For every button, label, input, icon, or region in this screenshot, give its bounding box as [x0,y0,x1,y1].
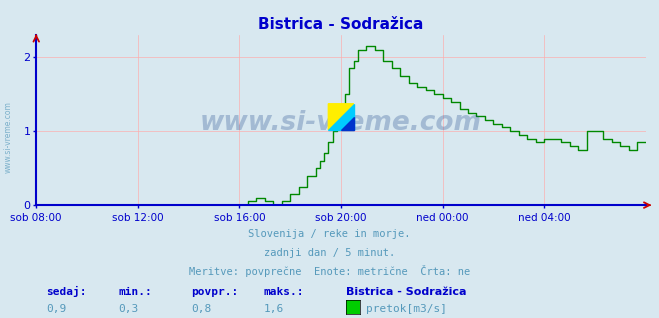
Text: 0,9: 0,9 [46,304,67,314]
Polygon shape [328,104,354,130]
Text: www.si-vreme.com: www.si-vreme.com [200,110,482,136]
Text: Meritve: povprečne  Enote: metrične  Črta: ne: Meritve: povprečne Enote: metrične Črta:… [189,265,470,277]
Text: min.:: min.: [119,287,152,297]
Polygon shape [328,104,354,130]
Text: Slovenija / reke in morje.: Slovenija / reke in morje. [248,229,411,239]
Text: 0,8: 0,8 [191,304,212,314]
Text: Bistrica - Sodražica: Bistrica - Sodražica [346,287,467,297]
Polygon shape [341,117,354,130]
Text: 0,3: 0,3 [119,304,139,314]
Title: Bistrica - Sodražica: Bistrica - Sodražica [258,17,424,32]
Text: maks.:: maks.: [264,287,304,297]
Text: 1,6: 1,6 [264,304,284,314]
Text: www.si-vreme.com: www.si-vreme.com [3,101,13,173]
Text: sedaj:: sedaj: [46,286,86,297]
Text: zadnji dan / 5 minut.: zadnji dan / 5 minut. [264,248,395,258]
Text: povpr.:: povpr.: [191,287,239,297]
Text: pretok[m3/s]: pretok[m3/s] [366,304,447,314]
